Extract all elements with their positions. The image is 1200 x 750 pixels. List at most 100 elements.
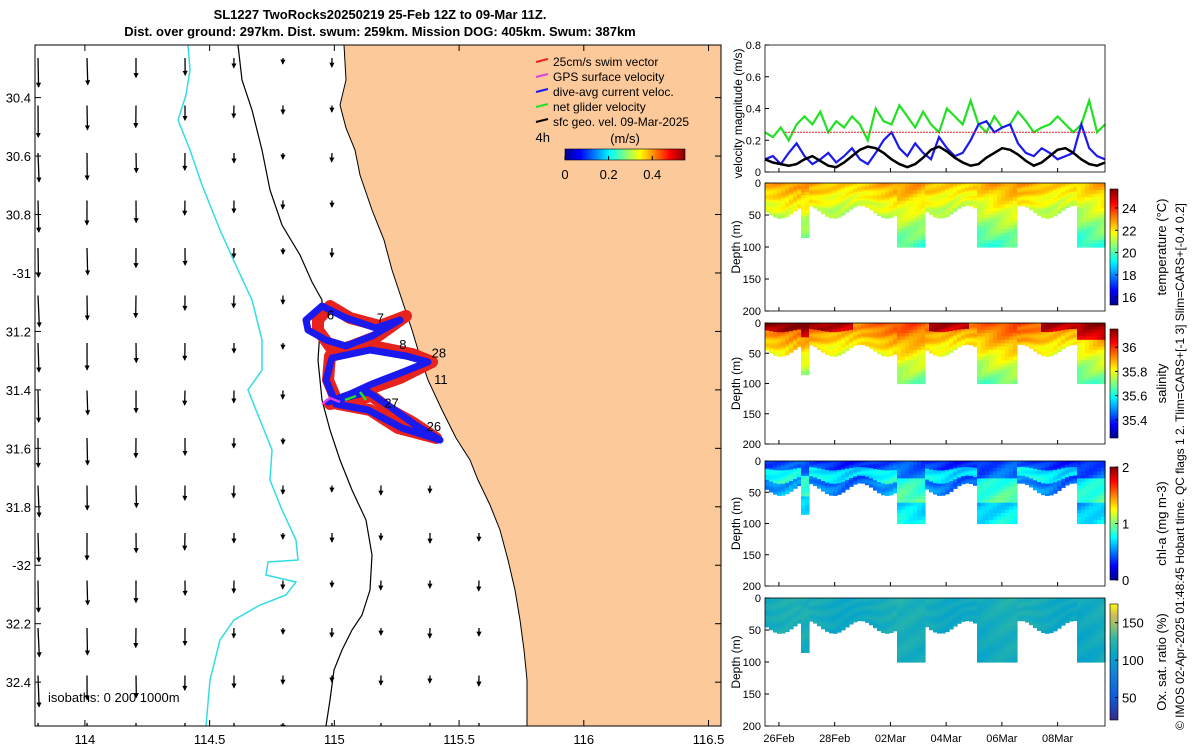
heatmap-cell [1053,468,1058,471]
heatmap-cell [1025,464,1030,467]
heatmap-cell [789,203,794,206]
heatmap-cell [897,516,902,521]
heatmap-cell [865,185,870,188]
heatmap-cell [853,335,858,338]
heatmap-cell [785,207,790,210]
heatmap-cell [869,335,874,338]
heatmap-cell [789,472,794,475]
heatmap-cell [981,488,986,493]
heatmap-cell [833,472,838,475]
heatmap-cell [981,474,986,479]
heatmap-cell [849,194,854,197]
heatmap-cell [917,356,922,361]
heatmap-cell [865,476,870,479]
heatmap-cell [957,334,962,337]
heatmap-cell [853,472,858,475]
heatmap-cell [1041,350,1046,353]
heatmap-cell [869,328,874,331]
heatmap-cell [1085,376,1090,381]
heatmap-cell [857,337,862,339]
heatmap-cell [785,461,790,464]
heatmap-cell [1049,462,1054,466]
heatmap-cell [893,206,898,209]
heatmap-cell [973,195,978,198]
heatmap-cell [1017,461,1022,463]
heatmap-cell [933,207,938,210]
heatmap-cell [1033,186,1038,189]
heatmap-cell [997,520,1002,525]
heatmap-cell [861,334,866,337]
heatmap-cell [1069,196,1074,199]
heatmap-cell [1013,356,1018,361]
heatmap-cell [857,333,862,336]
heatmap-cell [773,490,778,493]
heatmap-cell [925,471,930,475]
heatmap-cell [877,348,882,351]
heatmap-cell [805,201,810,205]
heatmap-cell [1065,325,1070,328]
heatmap-cell [961,186,966,189]
heatmap-cell [933,199,938,203]
heatmap-cell [1041,348,1046,351]
heatmap-cell [913,513,918,518]
heatmap-cell [909,346,914,351]
heatmap-cell [1045,194,1050,198]
heatmap-cell [893,208,898,211]
heatmap-cell [1057,477,1062,480]
heatmap-cell [937,341,942,344]
heatmap-cell [953,189,958,192]
heatmap-cell [961,469,966,472]
heatmap-cell [1013,336,1018,341]
heatmap-cell [805,499,810,503]
heatmap-cell [889,472,894,475]
heatmap-cell [793,201,798,204]
heatmap-cell [1033,189,1038,192]
heatmap-cell [913,183,918,188]
heatmap-cell [1009,193,1014,198]
heatmap-cell [945,479,950,482]
heatmap-cell [793,330,798,333]
heatmap-cell [957,338,962,341]
heatmap-cell [1069,198,1074,201]
heatmap-cell [817,482,822,485]
heatmap-cell [829,215,834,219]
heatmap-cell [917,478,922,483]
heatmap-cell [1101,506,1106,511]
heatmap-cell [813,462,818,465]
heatmap-cell [1065,337,1070,340]
heatmap-cell [777,491,782,494]
heatmap-cell [901,207,906,213]
heatmap-cell [1009,200,1014,205]
heatmap-cell [1085,215,1090,220]
heatmap-cell [777,464,782,468]
heatmap-cell [1093,488,1098,493]
heatmap-cell [789,205,794,208]
heatmap-cell [965,476,970,479]
velocity-ytick-label: 0.2 [746,135,761,147]
heatmap-cell [1029,337,1034,339]
heatmap-cell [1069,461,1074,463]
heatmap-cell [901,464,906,469]
heatmap-cell [789,186,794,189]
heatmap-cell [1049,492,1054,496]
heatmap-cell [961,338,966,341]
heatmap-cell [885,188,890,192]
heatmap-cell [781,330,786,333]
heatmap-cell [813,470,818,473]
heatmap-cell [769,188,774,191]
heatmap-cell [849,324,854,327]
heatmap-cell [809,184,814,187]
heatmap-cell [1097,513,1102,518]
heatmap-cell [1013,380,1018,385]
heatmap-cell [821,326,826,329]
heatmap-cell [1089,499,1094,504]
heatmap-cell [877,341,882,345]
heatmap-cell [1093,339,1098,344]
heatmap-cell [1069,202,1074,204]
heatmap-cell [789,484,794,487]
heatmap-cell [821,324,826,327]
heatmap-cell [1025,184,1030,187]
heatmap-cell [1069,464,1074,467]
heatmap-cell [885,194,890,198]
heatmap-cell [993,336,998,341]
